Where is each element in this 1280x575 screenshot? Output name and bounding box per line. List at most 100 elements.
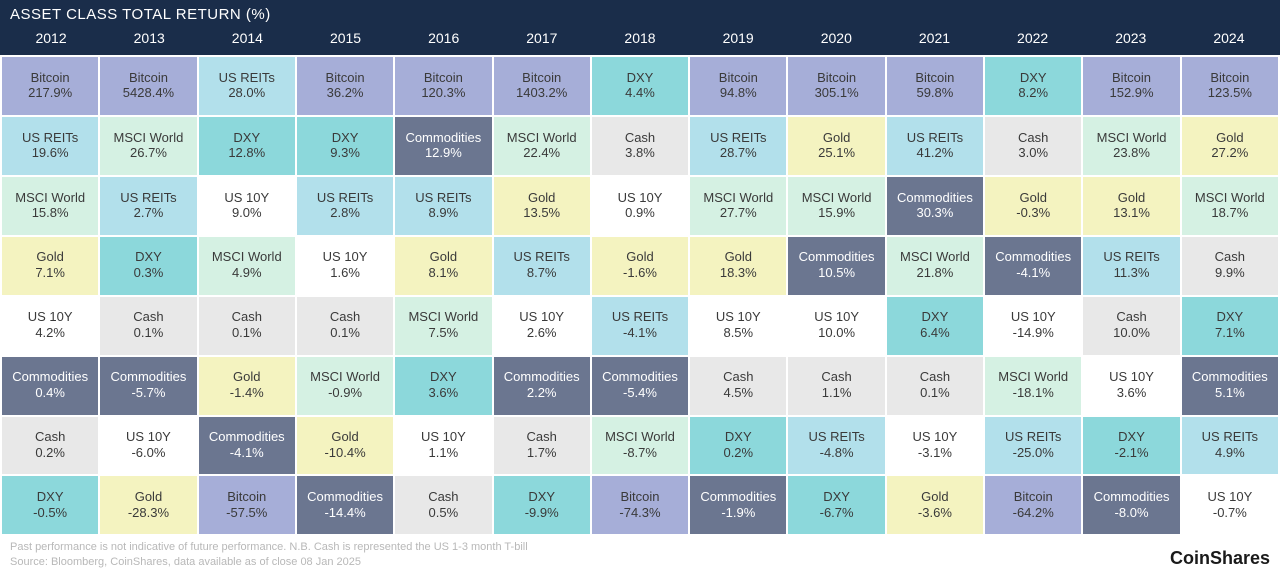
asset-cell: US REITs4.9% xyxy=(1182,417,1278,475)
asset-cell: Cash9.9% xyxy=(1182,237,1278,295)
asset-value: 15.8% xyxy=(32,205,69,222)
asset-value: 2.2% xyxy=(527,385,557,402)
asset-cell: Gold18.3% xyxy=(690,237,786,295)
asset-name: Cash xyxy=(35,429,65,445)
asset-cell: Gold-0.3% xyxy=(985,177,1081,235)
asset-name: US REITs xyxy=(1103,249,1159,265)
asset-value: 1403.2% xyxy=(516,85,567,102)
asset-value: 1.1% xyxy=(429,445,459,462)
asset-name: US REITs xyxy=(710,130,766,146)
asset-name: Commodities xyxy=(799,249,875,265)
asset-value: -0.5% xyxy=(33,505,67,522)
asset-cell: Bitcoin-64.2% xyxy=(985,476,1081,534)
asset-cell: Gold-10.4% xyxy=(297,417,393,475)
asset-cell: Commodities-5.7% xyxy=(100,357,196,415)
asset-name: DXY xyxy=(430,369,457,385)
asset-cell: Gold7.1% xyxy=(2,237,98,295)
asset-name: Commodities xyxy=(700,489,776,505)
header-band: ASSET CLASS TOTAL RETURN (%) xyxy=(0,0,1280,25)
asset-name: Gold xyxy=(430,249,457,265)
asset-cell: Bitcoin120.3% xyxy=(395,57,491,115)
asset-value: 7.1% xyxy=(35,265,65,282)
asset-value: 0.1% xyxy=(134,325,164,342)
asset-cell: DXY-2.1% xyxy=(1083,417,1179,475)
asset-name: US 10Y xyxy=(323,249,368,265)
asset-value: 8.2% xyxy=(1018,85,1048,102)
quilt-chart: ASSET CLASS TOTAL RETURN (%) 20122013201… xyxy=(0,0,1280,575)
asset-name: Cash xyxy=(1215,249,1245,265)
asset-name: Bitcoin xyxy=(620,489,659,505)
asset-name: US REITs xyxy=(808,429,864,445)
asset-value: 22.4% xyxy=(523,145,560,162)
asset-cell: MSCI World-8.7% xyxy=(592,417,688,475)
asset-name: Commodities xyxy=(1094,489,1170,505)
asset-value: 0.4% xyxy=(35,385,65,402)
asset-cell: Cash3.8% xyxy=(592,117,688,175)
asset-value: 10.0% xyxy=(1113,325,1150,342)
asset-value: 217.9% xyxy=(28,85,72,102)
asset-value: 5428.4% xyxy=(123,85,174,102)
asset-value: 27.2% xyxy=(1211,145,1248,162)
asset-value: 19.6% xyxy=(32,145,69,162)
asset-value: 8.9% xyxy=(429,205,459,222)
asset-cell: DXY6.4% xyxy=(887,297,983,355)
asset-cell: US REITs8.7% xyxy=(494,237,590,295)
asset-name: US REITs xyxy=(415,190,471,206)
asset-cell: US 10Y3.6% xyxy=(1083,357,1179,415)
footer-notes: Past performance is not indicative of fu… xyxy=(10,540,528,569)
asset-cell: Commodities-1.9% xyxy=(690,476,786,534)
footer: Past performance is not indicative of fu… xyxy=(0,536,1280,575)
asset-name: US 10Y xyxy=(1011,309,1056,325)
year-header: 2024 xyxy=(1180,27,1278,49)
asset-name: US REITs xyxy=(514,249,570,265)
asset-cell: Bitcoin36.2% xyxy=(297,57,393,115)
asset-value: -14.4% xyxy=(324,505,365,522)
asset-name: MSCI World xyxy=(212,249,282,265)
footer-line-1: Past performance is not indicative of fu… xyxy=(10,540,528,554)
asset-cell: US REITs8.9% xyxy=(395,177,491,235)
asset-value: 120.3% xyxy=(421,85,465,102)
asset-cell: MSCI World15.9% xyxy=(788,177,884,235)
asset-value: 2.7% xyxy=(134,205,164,222)
year-header: 2020 xyxy=(787,27,885,49)
asset-cell: Commodities-4.1% xyxy=(199,417,295,475)
asset-cell: Cash0.2% xyxy=(2,417,98,475)
asset-value: 30.3% xyxy=(916,205,953,222)
asset-value: -3.6% xyxy=(918,505,952,522)
asset-value: -5.4% xyxy=(623,385,657,402)
asset-cell: MSCI World15.8% xyxy=(2,177,98,235)
asset-cell: Cash1.1% xyxy=(788,357,884,415)
asset-name: Gold xyxy=(233,369,260,385)
asset-value: -1.6% xyxy=(623,265,657,282)
asset-cell: Bitcoin152.9% xyxy=(1083,57,1179,115)
asset-value: 26.7% xyxy=(130,145,167,162)
asset-name: Commodities xyxy=(209,429,285,445)
year-header: 2015 xyxy=(296,27,394,49)
asset-value: 4.9% xyxy=(1215,445,1245,462)
asset-value: -4.1% xyxy=(623,325,657,342)
asset-name: Cash xyxy=(723,369,753,385)
asset-value: 0.3% xyxy=(134,265,164,282)
asset-cell: Cash10.0% xyxy=(1083,297,1179,355)
year-header: 2019 xyxy=(689,27,787,49)
asset-cell: US 10Y-6.0% xyxy=(100,417,196,475)
asset-name: US 10Y xyxy=(421,429,466,445)
asset-value: 2.6% xyxy=(527,325,557,342)
asset-name: MSCI World xyxy=(1097,130,1167,146)
asset-value: 28.7% xyxy=(720,145,757,162)
asset-name: US 10Y xyxy=(224,190,269,206)
asset-cell: Commodities-8.0% xyxy=(1083,476,1179,534)
asset-value: 0.1% xyxy=(330,325,360,342)
asset-value: 2.8% xyxy=(330,205,360,222)
asset-name: DXY xyxy=(135,249,162,265)
asset-cell: Bitcoin94.8% xyxy=(690,57,786,115)
asset-cell: Commodities2.2% xyxy=(494,357,590,415)
asset-value: 7.1% xyxy=(1215,325,1245,342)
asset-name: Bitcoin xyxy=(31,70,70,86)
asset-cell: MSCI World26.7% xyxy=(100,117,196,175)
asset-cell: MSCI World-0.9% xyxy=(297,357,393,415)
asset-name: DXY xyxy=(528,489,555,505)
asset-cell: DXY-9.9% xyxy=(494,476,590,534)
asset-name: Cash xyxy=(625,130,655,146)
asset-cell: US 10Y-3.1% xyxy=(887,417,983,475)
